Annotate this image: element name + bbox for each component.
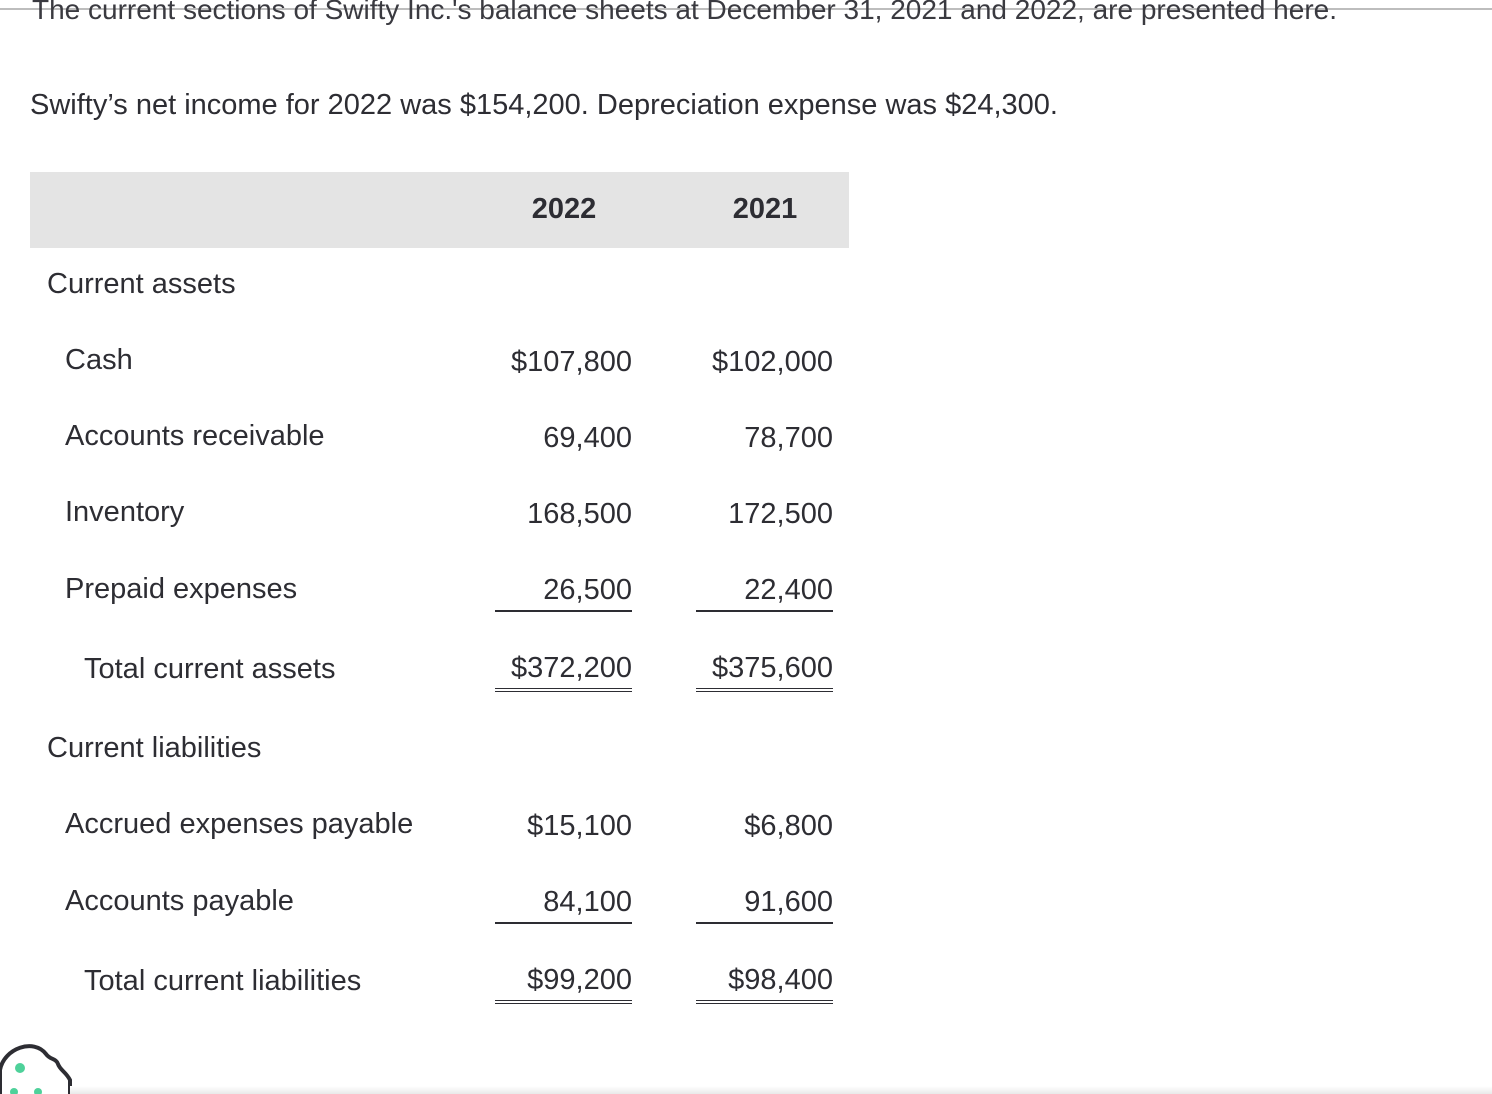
row-label-accrued-expenses-payable: Accrued expenses payable <box>65 808 414 840</box>
row-label-prepaid-expenses: Prepaid expenses <box>65 573 298 605</box>
accounts-receivable-2022: 69,400 <box>543 422 632 454</box>
row-label-total-current-liabilities: Total current liabilities <box>84 965 362 997</box>
bottom-shadow <box>70 1086 1492 1094</box>
row-label-inventory: Inventory <box>65 496 185 528</box>
row-label-total-current-assets: Total current assets <box>84 653 336 685</box>
cash-2022: $107,800 <box>511 346 632 378</box>
intro-text: The current sections of Swifty Inc.'s ba… <box>32 0 1337 25</box>
cash-2021: $102,000 <box>712 346 833 378</box>
accounts-receivable-2021: 78,700 <box>744 422 833 454</box>
row-label-accounts-receivable: Accounts receivable <box>65 420 325 452</box>
section-current-assets: Current assets <box>47 268 236 300</box>
total-current-liabilities-2021: $98,400 <box>696 962 833 1004</box>
section-current-liabilities: Current liabilities <box>47 732 262 764</box>
column-header-2022: 2022 <box>531 193 597 225</box>
accounts-payable-2022: 84,100 <box>495 884 632 924</box>
total-current-liabilities-2022: $99,200 <box>495 962 632 1004</box>
row-label-accounts-payable: Accounts payable <box>65 885 294 917</box>
prepaid-expenses-2021: 22,400 <box>696 572 833 612</box>
prepaid-expenses-2022: 26,500 <box>495 572 632 612</box>
top-divider <box>0 8 1492 10</box>
table-header-band <box>30 172 849 248</box>
row-label-cash: Cash <box>65 344 133 376</box>
cookie-icon[interactable] <box>0 1040 74 1094</box>
accrued-expenses-payable-2021: $6,800 <box>744 810 833 842</box>
net-income-text: Swifty’s net income for 2022 was $154,20… <box>30 89 1058 121</box>
inventory-2022: 168,500 <box>527 498 632 530</box>
total-current-assets-2022: $372,200 <box>495 650 632 692</box>
accounts-payable-2021: 91,600 <box>696 884 833 924</box>
inventory-2021: 172,500 <box>728 498 833 530</box>
accrued-expenses-payable-2022: $15,100 <box>527 810 632 842</box>
column-header-2021: 2021 <box>732 193 798 225</box>
total-current-assets-2021: $375,600 <box>696 650 833 692</box>
